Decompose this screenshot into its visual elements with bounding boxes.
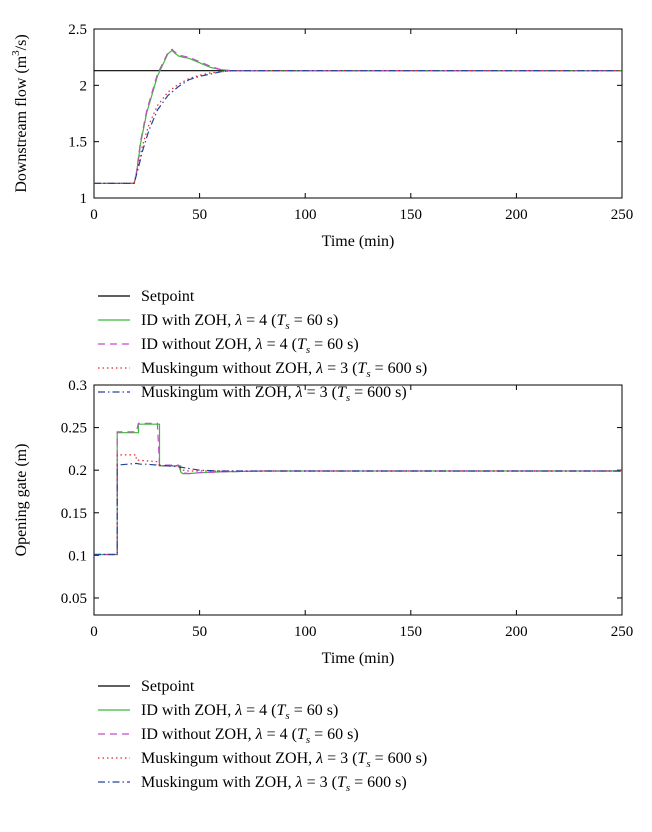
x-tick-label: 250 bbox=[611, 624, 634, 640]
y-tick-label: 1.5 bbox=[68, 135, 87, 151]
x-tick-label: 250 bbox=[611, 207, 634, 223]
legend-label-id_zoh: ID with ZOH, λ = 4 (Ts = 60 s) bbox=[141, 702, 338, 722]
x-tick-label: 150 bbox=[400, 207, 423, 223]
x-tick-label: 100 bbox=[294, 207, 317, 223]
chart-panel-2: 0 50 100 150 200 250 0.05 0.1 0.15 0.2 0.25 0.3 Time… bbox=[13, 378, 633, 794]
y-tick-label: 0.2 bbox=[68, 463, 87, 479]
plot-frame bbox=[93, 28, 623, 199]
legend: Setpoint ID with ZOH, λ = 4 (Ts = 60 s) ID… bbox=[98, 678, 427, 794]
legend-label-id_nozoh: ID without ZOH, λ = 4 (Ts = 60 s) bbox=[141, 726, 359, 746]
legend-label-musk_nozoh: Muskingum without ZOH, λ = 3 (Ts = 600 s… bbox=[141, 750, 427, 770]
series-line-id_nozoh bbox=[94, 422, 622, 556]
legend-label-setpoint: Setpoint bbox=[141, 678, 195, 695]
legend: Setpoint ID with ZOH, λ = 4 (Ts = 60 s) ID… bbox=[98, 288, 427, 404]
x-axis-label: Time (min) bbox=[322, 233, 395, 250]
legend-label-musk_zoh: Muskingum with ZOH, λ = 3 (Ts = 600 s) bbox=[141, 774, 407, 794]
series-line-id_nozoh bbox=[94, 48, 622, 184]
plot-frame bbox=[93, 384, 623, 616]
y-tick-label: 0.05 bbox=[61, 591, 87, 607]
series-line-musk_nozoh bbox=[94, 70, 622, 184]
x-tick-label: 50 bbox=[192, 624, 207, 640]
x-tick-label: 0 bbox=[90, 624, 98, 640]
x-tick-label: 150 bbox=[400, 624, 423, 640]
y-tick-label: 1 bbox=[80, 191, 88, 207]
legend-label-musk_nozoh: Muskingum without ZOH, λ = 3 (Ts = 600 s… bbox=[141, 360, 427, 380]
y-tick-label: 0.1 bbox=[68, 548, 87, 564]
x-tick-label: 200 bbox=[505, 624, 528, 640]
chart-panel-1: 0 50 100 150 200 250 1 1.5 2 2.5 Time (min) Downstr… bbox=[10, 22, 633, 404]
y-tick-label: 0.3 bbox=[68, 378, 87, 394]
legend-label-id_zoh: ID with ZOH, λ = 4 (Ts = 60 s) bbox=[141, 312, 338, 332]
series-line-id_zoh bbox=[94, 423, 622, 556]
y-tick-label: 0.25 bbox=[61, 421, 87, 437]
y-tick-label: 2 bbox=[80, 78, 88, 94]
y-tick-label: 0.15 bbox=[61, 506, 87, 522]
y-axis-label: Downstream flow (m3/s) bbox=[10, 34, 30, 192]
x-tick-label: 0 bbox=[90, 207, 98, 223]
y-axis-label: Opening gate (m) bbox=[13, 444, 30, 557]
series-line-musk_zoh bbox=[94, 462, 622, 556]
legend-label-id_nozoh: ID without ZOH, λ = 4 (Ts = 60 s) bbox=[141, 336, 359, 356]
series-line-musk_nozoh bbox=[94, 454, 622, 556]
x-tick-label: 100 bbox=[294, 624, 317, 640]
x-axis-label: Time (min) bbox=[322, 650, 395, 667]
legend-label-musk_zoh: Muskingum with ZOH, λ = 3 (Ts = 600 s) bbox=[141, 384, 407, 404]
series-group bbox=[94, 48, 622, 184]
x-tick-label: 200 bbox=[505, 207, 528, 223]
x-tick-label: 50 bbox=[192, 207, 207, 223]
series-line-musk_zoh bbox=[94, 70, 622, 184]
legend-label-setpoint: Setpoint bbox=[141, 288, 195, 305]
series-group bbox=[94, 422, 622, 556]
y-tick-label: 2.5 bbox=[68, 22, 87, 38]
